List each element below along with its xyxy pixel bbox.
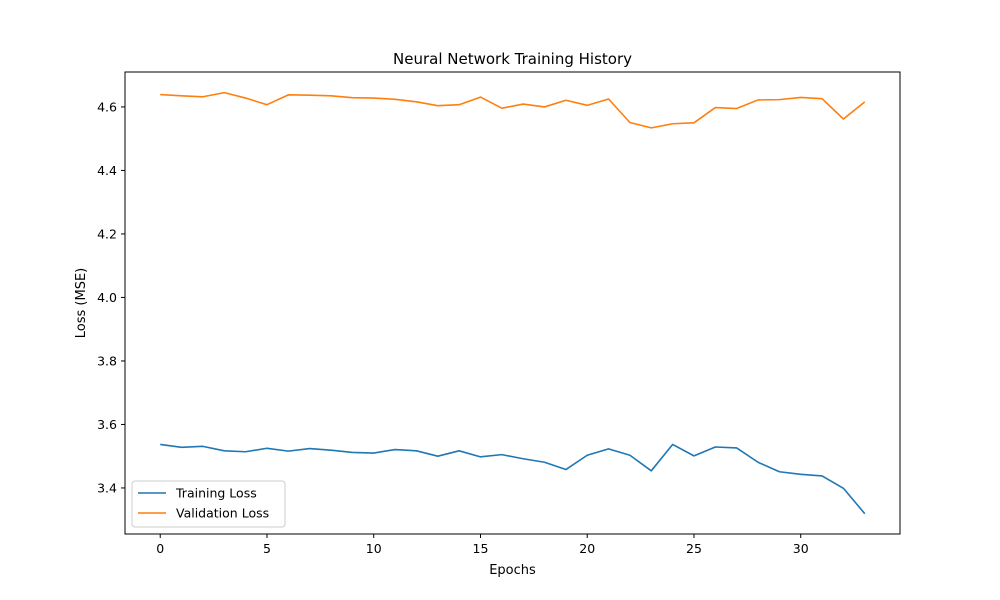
y-tick-label: 4.4 — [97, 163, 117, 178]
y-axis-title: Loss (MSE) — [74, 268, 89, 338]
y-tick-label: 4.2 — [97, 226, 117, 241]
x-tick-label: 5 — [263, 541, 271, 556]
legend-box — [131, 480, 286, 528]
series-line-training-loss — [160, 443, 866, 515]
x-tick-label: 30 — [793, 541, 809, 556]
plot-frame — [124, 71, 901, 535]
x-tick-label: 25 — [686, 541, 702, 556]
legend-label: Training Loss — [175, 486, 257, 501]
legend: Training Loss Validation Loss — [131, 480, 286, 528]
plot-area — [160, 91, 866, 515]
x-tick-label: 0 — [156, 541, 164, 556]
y-axis: 3.4 3.6 3.8 4.0 4.2 4.4 4.6 — [97, 99, 125, 495]
chart-title: Neural Network Training History — [393, 50, 632, 68]
x-tick-label: 15 — [473, 541, 489, 556]
series-line-validation-loss — [160, 91, 866, 129]
x-axis: 0 5 10 15 20 25 30 — [156, 534, 809, 556]
y-tick-label: 3.4 — [97, 480, 117, 495]
x-tick-label: 10 — [366, 541, 382, 556]
y-tick-label: 3.8 — [97, 353, 117, 368]
x-tick-label: 20 — [579, 541, 595, 556]
x-axis-title: Epochs — [489, 563, 536, 578]
y-tick-label: 4.0 — [97, 290, 117, 305]
legend-label: Validation Loss — [176, 506, 269, 521]
y-tick-label: 4.6 — [97, 99, 117, 114]
y-tick-label: 3.6 — [97, 417, 117, 432]
